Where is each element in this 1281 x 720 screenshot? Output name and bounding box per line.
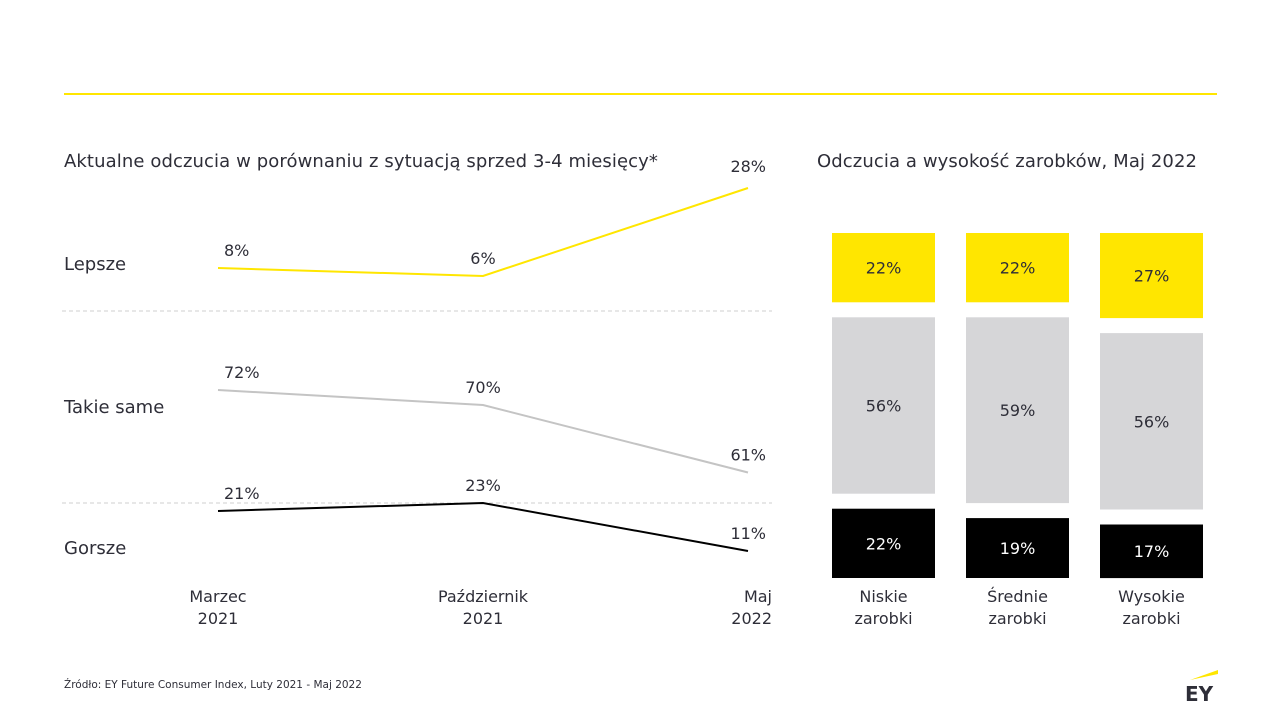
data-label: 23% bbox=[465, 476, 501, 495]
bar-data-label: 56% bbox=[866, 397, 902, 416]
data-label: 70% bbox=[465, 378, 501, 397]
bar-chart-title: Odczucia a wysokość zarobków, Maj 2022 bbox=[817, 151, 1198, 172]
data-label: 28% bbox=[730, 157, 766, 176]
x-tick-label: Październik bbox=[438, 587, 529, 606]
series-label-lepsze: Lepsze bbox=[64, 254, 126, 275]
bar-data-label: 22% bbox=[866, 534, 902, 553]
bar-category-label: zarobki bbox=[1122, 609, 1180, 628]
data-label: 8% bbox=[224, 241, 249, 260]
bar-data-label: 56% bbox=[1134, 412, 1170, 431]
series-line-gorsze bbox=[217, 501, 749, 552]
ey-logo-text: EY bbox=[1185, 682, 1214, 704]
x-tick-label: 2021 bbox=[198, 609, 239, 628]
ey-logo-icon: EY bbox=[1185, 670, 1218, 704]
bar-segment-takie-same bbox=[1100, 333, 1203, 510]
bar-segment-gorsze bbox=[1100, 524, 1203, 579]
bar-category-label: Średnie bbox=[987, 587, 1048, 606]
bar-category-label: zarobki bbox=[854, 609, 912, 628]
bar-segment-lepsze bbox=[966, 233, 1069, 303]
bar-category-label: Niskie bbox=[859, 587, 907, 606]
series-label-gorsze: Gorsze bbox=[64, 538, 126, 559]
bar-segment-takie-same bbox=[966, 317, 1069, 504]
bar-data-label: 19% bbox=[1000, 539, 1036, 558]
bar-segment-gorsze bbox=[832, 508, 935, 578]
data-label: 6% bbox=[470, 249, 495, 268]
x-tick-label: 2022 bbox=[731, 609, 772, 628]
top-accent-rule bbox=[64, 93, 1217, 95]
bar-data-label: 22% bbox=[866, 259, 902, 278]
bar-segment-lepsze bbox=[1100, 233, 1203, 319]
bar-data-label: 17% bbox=[1134, 542, 1170, 561]
ey-logo: EY bbox=[1182, 664, 1222, 704]
series-line-takie-same bbox=[217, 389, 749, 474]
series-line-lepsze bbox=[217, 187, 749, 278]
bar-data-label: 59% bbox=[1000, 401, 1036, 420]
bar-category-label: zarobki bbox=[988, 609, 1046, 628]
bar-category-label: Wysokie bbox=[1118, 587, 1185, 606]
line-chart-title: Aktualne odczucia w porównaniu z sytuacj… bbox=[64, 151, 659, 172]
data-label: 11% bbox=[730, 524, 766, 543]
data-label: 72% bbox=[224, 363, 260, 382]
x-tick-label: 2021 bbox=[463, 609, 504, 628]
data-label: 21% bbox=[224, 484, 260, 503]
bar-segment-takie-same bbox=[832, 317, 935, 494]
bar-data-label: 22% bbox=[1000, 259, 1036, 278]
bar-data-label: 27% bbox=[1134, 267, 1170, 286]
data-label: 61% bbox=[730, 446, 766, 465]
series-label-takie-same: Takie same bbox=[63, 397, 164, 418]
bar-segment-gorsze bbox=[966, 518, 1069, 578]
bar-segment-lepsze bbox=[832, 233, 935, 303]
source-note: Źródło: EY Future Consumer Index, Luty 2… bbox=[64, 679, 362, 691]
x-tick-label: Marzec bbox=[189, 587, 246, 606]
x-tick-label: Maj bbox=[744, 587, 772, 606]
